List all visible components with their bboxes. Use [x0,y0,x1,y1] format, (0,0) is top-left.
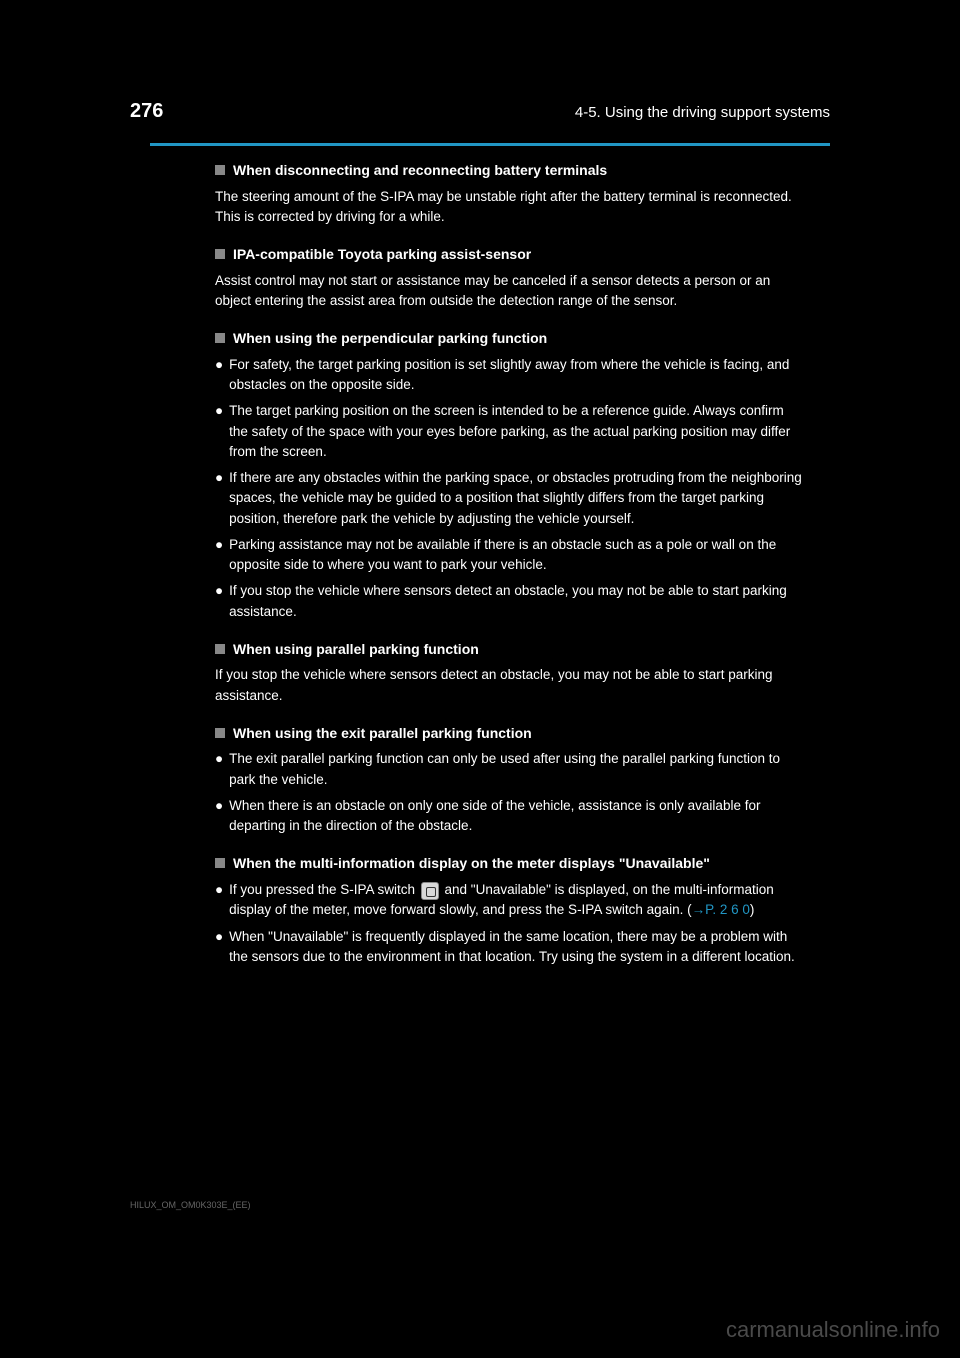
list-item: ●For safety, the target parking position… [215,355,805,396]
list-text: If there are any obstacles within the pa… [229,468,805,529]
dot-icon: ● [215,796,223,837]
sipa-switch-icon [421,882,439,900]
section-body: The steering amount of the S-IPA may be … [215,187,805,228]
section-battery: When disconnecting and reconnecting batt… [215,161,805,227]
sub-bullet-list: ● If you pressed the S-IPA switch and "U… [215,880,805,967]
section-body: If you stop the vehicle where sensors de… [215,665,805,706]
page-reference-link[interactable]: →P. 2 6 0 [692,902,750,917]
square-bullet-icon [215,858,225,868]
page-number: 276 [130,100,163,123]
section-body: Assist control may not start or assistan… [215,271,805,312]
watermark: carmanualsonline.info [726,1317,940,1343]
section-title: When using parallel parking function [233,640,479,660]
section-title: IPA-compatible Toyota parking assist-sen… [233,245,531,265]
list-item: ● If you pressed the S-IPA switch and "U… [215,880,805,921]
section-heading-row: IPA-compatible Toyota parking assist-sen… [215,245,805,265]
dot-icon: ● [215,581,223,622]
model-code: HILUX_OM_OM0K303E_(EE) [130,1200,251,1210]
section-exit-parallel: When using the exit parallel parking fun… [215,724,805,837]
square-bullet-icon [215,644,225,654]
content-body: When disconnecting and reconnecting batt… [215,161,805,967]
section-unavailable: When the multi-information display on th… [215,854,805,967]
page-header: 276 4-5. Using the driving support syste… [130,100,830,123]
list-item: ●If you stop the vehicle where sensors d… [215,581,805,622]
dot-icon: ● [215,880,223,921]
section-parallel: When using parallel parking function If … [215,640,805,706]
section-heading-row: When using parallel parking function [215,640,805,660]
list-text: The exit parallel parking function can o… [229,749,805,790]
square-bullet-icon [215,333,225,343]
section-title: When using the exit parallel parking fun… [233,724,532,744]
list-item: ●If there are any obstacles within the p… [215,468,805,529]
list-item: ●Parking assistance may not be available… [215,535,805,576]
divider-line [150,143,830,146]
list-text: If you pressed the S-IPA switch and "Una… [229,880,805,921]
sub-bullet-list: ●The exit parallel parking function can … [215,749,805,836]
page-content: 276 4-5. Using the driving support syste… [130,100,830,985]
section-title: When the multi-information display on th… [233,854,710,874]
list-item: ●When there is an obstacle on only one s… [215,796,805,837]
square-bullet-icon [215,728,225,738]
list-text: For safety, the target parking position … [229,355,805,396]
dot-icon: ● [215,355,223,396]
section-heading-row: When using the perpendicular parking fun… [215,329,805,349]
square-bullet-icon [215,165,225,175]
list-item: ●The target parking position on the scre… [215,401,805,462]
section-ipa-sensor: IPA-compatible Toyota parking assist-sen… [215,245,805,311]
dot-icon: ● [215,749,223,790]
section-title: When using the perpendicular parking fun… [233,329,547,349]
square-bullet-icon [215,249,225,259]
list-text: When there is an obstacle on only one si… [229,796,805,837]
list-text: Parking assistance may not be available … [229,535,805,576]
dot-icon: ● [215,927,223,968]
list-text: The target parking position on the scree… [229,401,805,462]
list-text: When "Unavailable" is frequently display… [229,927,805,968]
list-item: ●When "Unavailable" is frequently displa… [215,927,805,968]
section-perpendicular: When using the perpendicular parking fun… [215,329,805,622]
sub-bullet-list: ●For safety, the target parking position… [215,355,805,622]
section-heading-row: When disconnecting and reconnecting batt… [215,161,805,181]
list-text: If you stop the vehicle where sensors de… [229,581,805,622]
chapter-title: 4-5. Using the driving support systems [575,104,830,121]
dot-icon: ● [215,468,223,529]
dot-icon: ● [215,401,223,462]
section-title: When disconnecting and reconnecting batt… [233,161,607,181]
list-item: ●The exit parallel parking function can … [215,749,805,790]
section-heading-row: When using the exit parallel parking fun… [215,724,805,744]
dot-icon: ● [215,535,223,576]
section-heading-row: When the multi-information display on th… [215,854,805,874]
